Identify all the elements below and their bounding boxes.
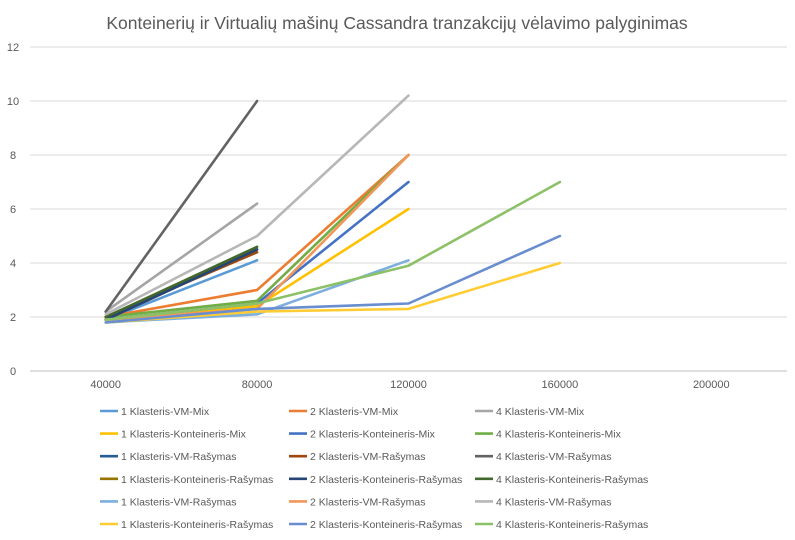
legend-label: 4 Klasteris-VM-Mix: [496, 406, 585, 418]
legend-item: 4 Klasteris-VM-Mix: [475, 406, 585, 418]
y-tick-label: 10: [7, 96, 19, 108]
legend: 1 Klasteris-VM-Mix 2 Klasteris-VM-Mix 4 Kl…: [100, 406, 648, 531]
series-line: [104, 202, 259, 313]
legend-item: 1 Klasteris-Konteineris-Rašymas: [100, 474, 273, 486]
x-tick-label: 200000: [693, 379, 730, 391]
x-axis: 40000 80000 120000 160000 200000: [90, 379, 729, 391]
y-tick-label: 8: [10, 150, 16, 162]
legend-item: 4 Klasteris-VM-Rašymas: [475, 451, 612, 463]
plot-area: [104, 94, 562, 324]
legend-item: 2 Klasteris-VM-Rašymas: [289, 496, 426, 508]
legend-label: 2 Klasteris-Konteineris-Rašymas: [310, 519, 462, 531]
y-axis: 0 2 4 6 8 10 12: [7, 42, 19, 378]
x-tick-label: 40000: [90, 379, 121, 391]
series-line: [104, 248, 259, 322]
legend-label: 1 Klasteris-VM-Rašymas: [121, 451, 237, 463]
legend-item: 4 Klasteris-VM-Rašymas: [475, 496, 612, 508]
x-tick-label: 120000: [390, 379, 427, 391]
legend-label: 2 Klasteris-Konteineris-Rašymas: [310, 474, 462, 486]
legend-label: 1 Klasteris-Konteineris-Rašymas: [121, 474, 273, 486]
legend-item: 1 Klasteris-Konteineris-Rašymas: [100, 519, 273, 531]
x-tick-label: 160000: [542, 379, 579, 391]
series-line: [104, 245, 259, 319]
legend-label: 1 Klasteris-Konteineris-Rašymas: [121, 519, 273, 531]
legend-label: 4 Klasteris-VM-Rašymas: [496, 496, 612, 508]
legend-label: 2 Klasteris-VM-Rašymas: [310, 451, 426, 463]
series-line: [104, 99, 259, 313]
series-line: [104, 258, 259, 322]
legend-item: 4 Klasteris-Konteineris-Mix: [475, 429, 622, 441]
legend-label: 2 Klasteris-Konteineris-Mix: [310, 429, 436, 441]
legend-item: 1 Klasteris-Konteineris-Mix: [100, 429, 247, 441]
y-tick-label: 0: [10, 366, 16, 378]
chart-title: Konteinerių ir Virtualių mašinų Cassandr…: [106, 13, 688, 33]
series-line: [104, 261, 562, 324]
y-tick-label: 6: [10, 204, 16, 216]
series-line: [104, 180, 562, 322]
legend-label: 4 Klasteris-Konteineris-Rašymas: [496, 519, 648, 531]
legend-label: 4 Klasteris-VM-Rašymas: [496, 451, 612, 463]
series-line: [104, 153, 410, 319]
y-tick-label: 2: [10, 312, 16, 324]
series-line: [104, 234, 562, 324]
y-tick-label: 12: [7, 42, 19, 54]
legend-label: 4 Klasteris-Konteineris-Mix: [496, 429, 622, 441]
legend-item: 2 Klasteris-Konteineris-Rašymas: [289, 474, 462, 486]
legend-item: 1 Klasteris-VM-Mix: [100, 406, 210, 418]
legend-item: 1 Klasteris-VM-Rašymas: [100, 496, 237, 508]
legend-label: 1 Klasteris-VM-Rašymas: [121, 496, 237, 508]
legend-item: 2 Klasteris-Konteineris-Rašymas: [289, 519, 462, 531]
legend-label: 2 Klasteris-VM-Mix: [310, 406, 399, 418]
legend-item: 4 Klasteris-Konteineris-Rašymas: [475, 519, 648, 531]
y-tick-label: 4: [10, 258, 16, 270]
legend-label: 1 Klasteris-VM-Mix: [121, 406, 210, 418]
legend-label: 4 Klasteris-Konteineris-Rašymas: [496, 474, 648, 486]
series-line: [104, 94, 410, 316]
legend-item: 1 Klasteris-VM-Rašymas: [100, 451, 237, 463]
legend-label: 1 Klasteris-Konteineris-Mix: [121, 429, 247, 441]
series-line: [104, 153, 410, 319]
legend-item: 2 Klasteris-VM-Rašymas: [289, 451, 426, 463]
legend-item: 4 Klasteris-Konteineris-Rašymas: [475, 474, 648, 486]
x-tick-label: 80000: [242, 379, 273, 391]
legend-item: 2 Klasteris-Konteineris-Mix: [289, 429, 436, 441]
legend-item: 2 Klasteris-VM-Mix: [289, 406, 399, 418]
legend-label: 2 Klasteris-VM-Rašymas: [310, 496, 426, 508]
